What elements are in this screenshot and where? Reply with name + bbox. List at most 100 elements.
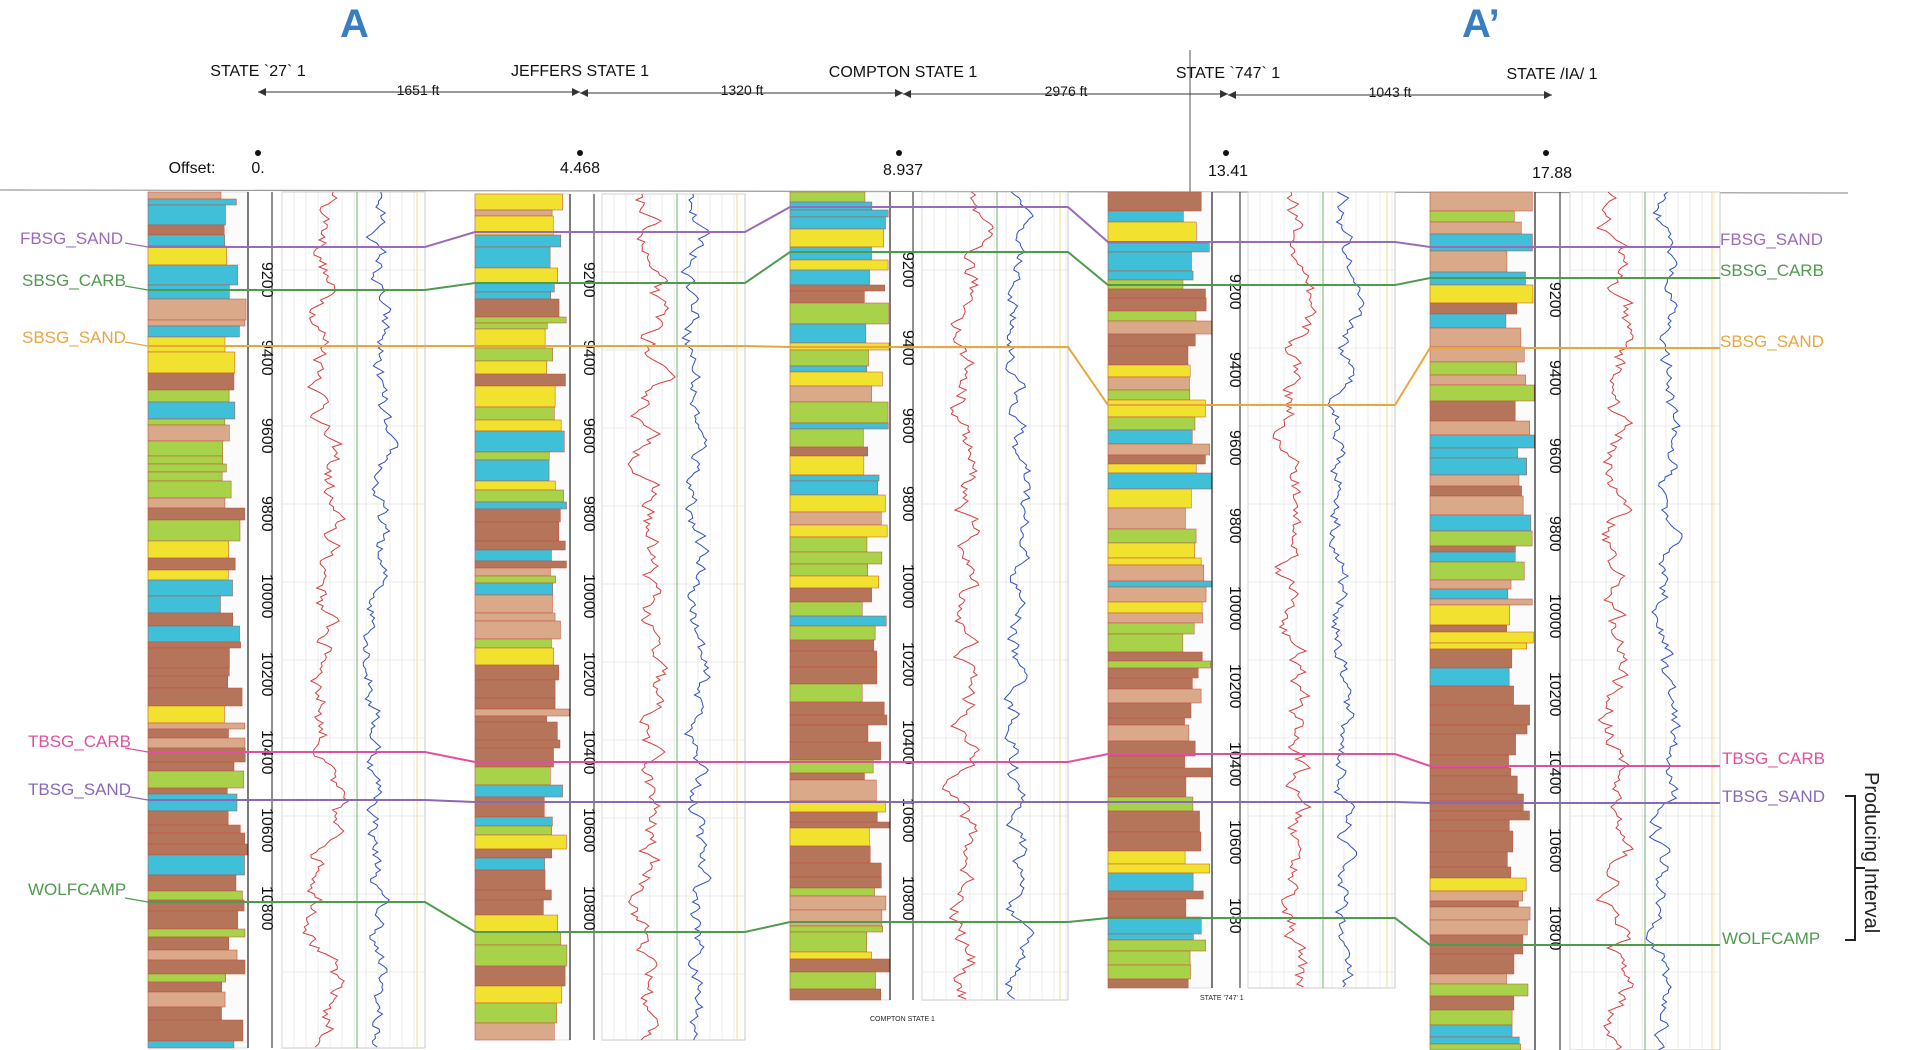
lithology-band	[789, 625, 876, 641]
resistivity-curve-5	[1645, 191, 1683, 1050]
lithology-band	[474, 459, 550, 482]
lithology-band	[1429, 973, 1507, 985]
well-name-3: COMPTON STATE 1	[828, 64, 978, 81]
lithology-band	[789, 951, 872, 960]
lithology-band	[789, 779, 877, 802]
marker-line-fbsg-sand	[148, 206, 1720, 248]
lithology-band	[789, 862, 882, 878]
lithology-band	[147, 440, 223, 457]
lithology-band	[1107, 622, 1195, 635]
lithology-band	[147, 687, 243, 707]
left-marker-leader	[124, 285, 149, 291]
lithology-band	[789, 536, 868, 553]
lithology-band	[1429, 877, 1527, 892]
lithology-band	[789, 428, 864, 448]
well-name-4: STATE `747` 1	[1175, 65, 1281, 82]
lithology-band	[1107, 667, 1199, 679]
lithology-band	[474, 560, 567, 569]
lithology-band	[147, 336, 226, 353]
lithology-band	[147, 612, 234, 627]
right-marker-label-tbsg-sand: TBSG_SAND	[1722, 787, 1825, 806]
lithology-band	[474, 857, 545, 871]
lithology-band	[1429, 866, 1511, 879]
lithology-band	[474, 721, 558, 741]
lithology-band	[474, 889, 552, 901]
lithology-band	[147, 705, 225, 724]
lithology-band	[789, 821, 890, 829]
lithology-band	[789, 895, 887, 911]
lithology-band	[789, 371, 883, 387]
lithology-band	[1429, 191, 1533, 212]
depth-tick-label: 10600	[258, 808, 275, 853]
lithology-band	[474, 373, 566, 387]
lithology-band	[474, 549, 552, 562]
lithology-band	[147, 793, 238, 812]
depth-tick-label: 10400	[899, 720, 916, 765]
lithology-band	[1429, 384, 1535, 402]
log-track-frame-1	[281, 191, 426, 1049]
lithology-band	[147, 507, 246, 521]
lithology-band	[474, 575, 556, 584]
lithology-band	[474, 739, 561, 749]
depth-tick-label: 10600	[899, 798, 916, 843]
depth-tick-label: 10000	[899, 564, 916, 609]
lithology-band	[1429, 810, 1530, 821]
resistivity-curve-1	[362, 191, 399, 1048]
lithology-band	[1107, 755, 1185, 769]
marker-line-wolfcamp	[148, 901, 1720, 946]
lithology-band	[1429, 667, 1510, 687]
depth-tick-label: 9200	[1546, 282, 1563, 318]
lithology-band	[1107, 850, 1186, 865]
lithology-band	[474, 796, 545, 818]
lithology-band	[1107, 651, 1203, 662]
right-marker-label-tbsg-carb: TBSG_CARB	[1722, 749, 1825, 768]
lithology-band	[147, 497, 226, 509]
section-start-label: A	[340, 2, 369, 46]
left-marker-label-sbsg-carb: SBSG_CARB	[22, 271, 126, 290]
lithology-band	[474, 899, 544, 916]
lithology-band	[147, 569, 229, 581]
lithology-band	[474, 298, 560, 318]
lithology-band	[1429, 648, 1513, 669]
lithology-band	[1107, 270, 1194, 281]
lithology-band	[147, 810, 229, 826]
lithology-band	[789, 401, 889, 424]
lithology-band	[789, 269, 870, 286]
depth-tick-label: 9400	[1226, 352, 1243, 388]
lithology-band	[1429, 551, 1516, 563]
lithology-band	[474, 347, 553, 362]
depth-tick-label: 9800	[899, 486, 916, 522]
lithology-band	[147, 540, 229, 559]
lithology-band	[147, 557, 236, 571]
lithology-band	[474, 501, 567, 510]
lithology-band	[789, 811, 878, 823]
lithology-band	[1107, 633, 1184, 653]
lithology-band	[474, 985, 563, 1004]
lithology-band	[1107, 688, 1202, 704]
producing-interval-bracket	[1845, 795, 1865, 941]
lithology-band	[789, 971, 876, 990]
lithology-band	[474, 282, 555, 293]
lithology-band	[1429, 447, 1518, 459]
lithology-band	[147, 770, 245, 789]
lithology-band	[789, 701, 885, 716]
lithology-band	[1107, 796, 1194, 812]
lithology-band	[789, 480, 878, 496]
lithology-band	[1107, 288, 1206, 299]
depth-tick-label: 10800	[899, 876, 916, 921]
depth-tick-label: 9400	[1546, 360, 1563, 396]
lithology-band	[1107, 939, 1206, 952]
lithology-band	[474, 914, 558, 933]
lithology-band	[474, 291, 552, 300]
lithology-band	[789, 575, 879, 589]
lithology-band	[147, 245, 227, 266]
lithology-band	[789, 741, 881, 761]
lithology-band	[1107, 191, 1202, 212]
lithology-band	[474, 322, 548, 330]
lithology-band	[789, 474, 880, 482]
depth-tick-label: 10600	[1546, 828, 1563, 873]
lithology-band	[147, 843, 249, 856]
lithology-band	[474, 708, 570, 717]
lithology-band	[147, 418, 226, 426]
lithology-band	[474, 697, 556, 710]
